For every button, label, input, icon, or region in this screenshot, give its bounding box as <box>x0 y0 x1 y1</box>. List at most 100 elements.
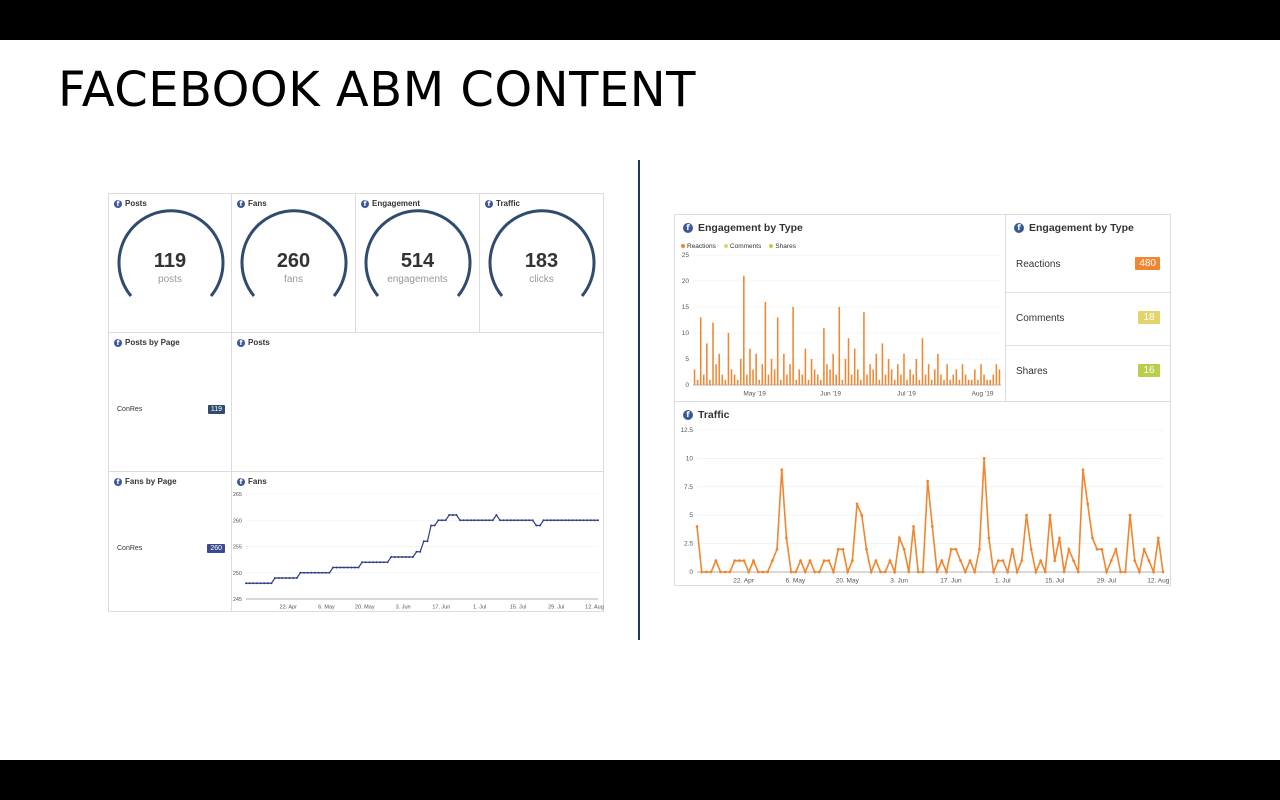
data-point[interactable] <box>415 550 418 553</box>
data-point[interactable] <box>1006 570 1010 574</box>
data-point[interactable] <box>992 570 995 574</box>
data-point[interactable] <box>277 577 280 579</box>
data-point[interactable] <box>1090 536 1094 540</box>
bar[interactable] <box>792 307 794 385</box>
data-point[interactable] <box>1109 559 1113 563</box>
data-point[interactable] <box>466 519 469 522</box>
data-point[interactable] <box>719 570 722 574</box>
data-point[interactable] <box>756 570 760 574</box>
bar[interactable] <box>927 364 930 385</box>
data-point[interactable] <box>1048 513 1052 517</box>
data-point[interactable] <box>747 570 751 574</box>
data-point[interactable] <box>274 577 277 579</box>
data-point[interactable] <box>263 582 266 585</box>
data-point[interactable] <box>528 519 531 522</box>
data-point[interactable] <box>968 559 972 563</box>
data-point[interactable] <box>846 570 850 574</box>
bar[interactable] <box>980 364 982 385</box>
data-point[interactable] <box>303 571 306 574</box>
data-point[interactable] <box>430 524 433 527</box>
data-point[interactable] <box>1152 570 1155 574</box>
data-point[interactable] <box>317 571 320 574</box>
data-point[interactable] <box>766 570 770 574</box>
data-point[interactable] <box>1001 559 1005 563</box>
data-point[interactable] <box>480 519 483 522</box>
bar[interactable] <box>903 353 905 385</box>
bar[interactable] <box>890 369 893 385</box>
data-point[interactable] <box>564 519 567 522</box>
bar[interactable] <box>983 374 985 385</box>
data-point[interactable] <box>462 519 465 522</box>
data-point[interactable] <box>549 519 552 522</box>
data-point[interactable] <box>350 566 353 569</box>
data-point[interactable] <box>723 570 727 574</box>
data-point[interactable] <box>542 519 545 522</box>
data-point[interactable] <box>524 519 527 522</box>
data-point[interactable] <box>357 566 360 569</box>
bar[interactable] <box>967 379 970 385</box>
bar[interactable] <box>921 338 924 385</box>
bar[interactable] <box>909 369 911 385</box>
data-point[interactable] <box>288 577 291 579</box>
data-point[interactable] <box>582 519 585 522</box>
data-point[interactable] <box>259 582 262 585</box>
bar[interactable] <box>724 379 727 385</box>
data-point[interactable] <box>299 571 302 574</box>
bar[interactable] <box>696 379 699 385</box>
bar[interactable] <box>767 374 770 385</box>
bar[interactable] <box>755 353 757 385</box>
data-point[interactable] <box>546 519 549 522</box>
bar[interactable] <box>746 374 748 385</box>
data-point[interactable] <box>850 559 854 563</box>
bar[interactable] <box>878 379 881 385</box>
data-point[interactable] <box>1072 559 1075 563</box>
data-point[interactable] <box>794 570 798 574</box>
data-point[interactable] <box>586 519 589 522</box>
data-point[interactable] <box>313 571 316 574</box>
data-point[interactable] <box>803 570 807 574</box>
data-point[interactable] <box>386 561 389 564</box>
data-point[interactable] <box>860 513 864 517</box>
data-point[interactable] <box>780 468 784 472</box>
data-point[interactable] <box>473 519 476 522</box>
data-point[interactable] <box>973 570 977 574</box>
data-point[interactable] <box>785 536 788 540</box>
data-point[interactable] <box>1156 536 1160 540</box>
data-point[interactable] <box>593 519 596 522</box>
bar[interactable] <box>881 343 884 385</box>
bar[interactable] <box>930 379 933 385</box>
bar[interactable] <box>869 364 871 385</box>
bar[interactable] <box>844 359 847 385</box>
data-point[interactable] <box>879 570 882 574</box>
bar[interactable] <box>952 374 955 385</box>
data-point[interactable] <box>1161 570 1165 574</box>
bar[interactable] <box>866 374 868 385</box>
data-point[interactable] <box>538 524 541 527</box>
data-point[interactable] <box>982 457 986 460</box>
data-point[interactable] <box>1142 547 1146 551</box>
bar[interactable] <box>845 383 847 386</box>
bar[interactable] <box>996 383 998 386</box>
data-point[interactable] <box>1039 559 1043 563</box>
data-point[interactable] <box>440 519 443 522</box>
bar[interactable] <box>900 374 902 385</box>
bar[interactable] <box>780 383 782 386</box>
data-point[interactable] <box>266 582 269 585</box>
data-point[interactable] <box>695 525 699 528</box>
bar[interactable] <box>893 379 896 385</box>
data-point[interactable] <box>963 570 967 574</box>
bar[interactable] <box>847 338 850 385</box>
data-point[interactable] <box>339 566 342 569</box>
bar[interactable] <box>712 322 714 385</box>
bar[interactable] <box>853 348 856 385</box>
data-point[interactable] <box>408 556 411 558</box>
bar[interactable] <box>764 301 767 385</box>
legend-item[interactable]: Comments <box>723 243 761 250</box>
data-point[interactable] <box>832 570 835 574</box>
bar[interactable] <box>838 307 841 385</box>
bar[interactable] <box>934 369 936 385</box>
data-point[interactable] <box>306 571 309 574</box>
data-point[interactable] <box>560 519 563 522</box>
data-point[interactable] <box>1058 536 1061 540</box>
bar[interactable] <box>835 374 837 385</box>
